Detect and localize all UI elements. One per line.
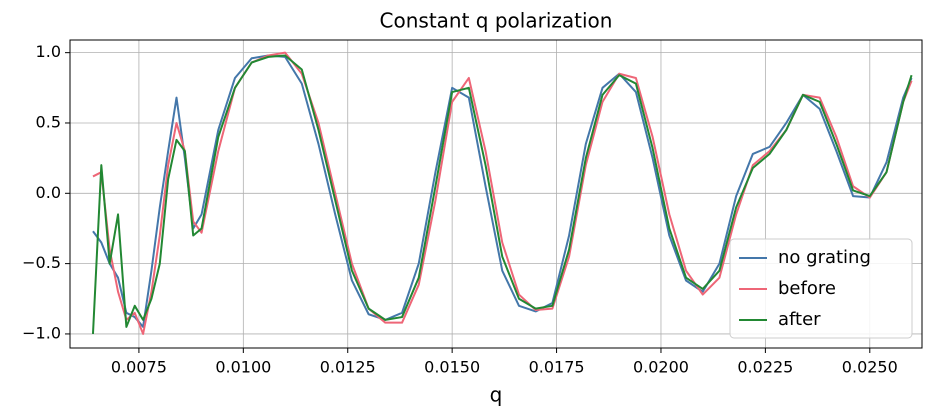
line	[91, 54, 913, 334]
x-tick-label: 0.0075	[111, 358, 167, 377]
x-tick-label: 0.0200	[633, 358, 689, 377]
y-tick-label: 0.0	[36, 183, 61, 202]
y-tick-label: 1.0	[36, 42, 61, 61]
x-axis-label: q	[490, 383, 503, 407]
legend-box	[729, 238, 913, 339]
x-tick-label: 0.0225	[737, 358, 793, 377]
x-tick-label: 0.0125	[320, 358, 376, 377]
x-tick-label: 0.0175	[529, 358, 585, 377]
x-tick-label: 0.0100	[215, 358, 271, 377]
chart-title: Constant q polarization	[380, 9, 613, 33]
y-tick-label: −1.0	[22, 323, 61, 342]
y-tick-label: −0.5	[22, 253, 61, 272]
line	[92, 54, 913, 328]
legend-label: no grating	[778, 247, 871, 268]
y-tick-label: 0.5	[36, 112, 61, 131]
line	[92, 51, 913, 335]
x-tick-label: 0.0150	[424, 358, 480, 377]
legend-label: before	[778, 278, 836, 299]
legend-label: after	[778, 309, 821, 330]
plot-frame	[69, 39, 923, 349]
x-tick-label: 0.0250	[842, 358, 898, 377]
